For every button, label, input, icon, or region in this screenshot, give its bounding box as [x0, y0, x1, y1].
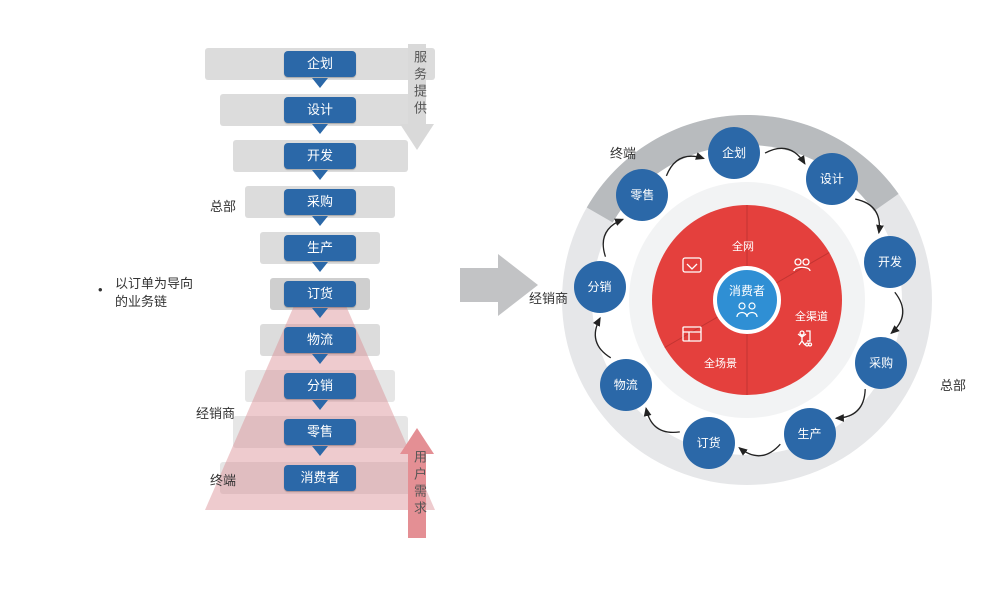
diagram-stage: { "colors": { "blue": "#2b68a8", "blue_l… — [0, 0, 1000, 600]
cycle-node: 分销 — [574, 261, 626, 313]
inner-red-label: 全渠道 — [795, 308, 828, 324]
cycle-node: 设计 — [806, 153, 858, 205]
circular-diagram — [0, 0, 1000, 600]
inner-red-label: 全网 — [732, 238, 754, 254]
cycle-node: 生产 — [784, 408, 836, 460]
cycle-node: 采购 — [855, 337, 907, 389]
core-consumer: 消费者 — [713, 266, 781, 334]
cycle-node: 订货 — [683, 417, 735, 469]
cycle-node: 企划 — [708, 127, 760, 179]
circle-label-dealer: 经销商 — [529, 288, 568, 307]
circle-label-hq: 总部 — [940, 375, 966, 394]
cycle-node: 开发 — [864, 236, 916, 288]
inner-red-label: 全场景 — [704, 355, 737, 371]
circle-label-terminal: 终端 — [610, 143, 636, 162]
cycle-node: 物流 — [600, 359, 652, 411]
